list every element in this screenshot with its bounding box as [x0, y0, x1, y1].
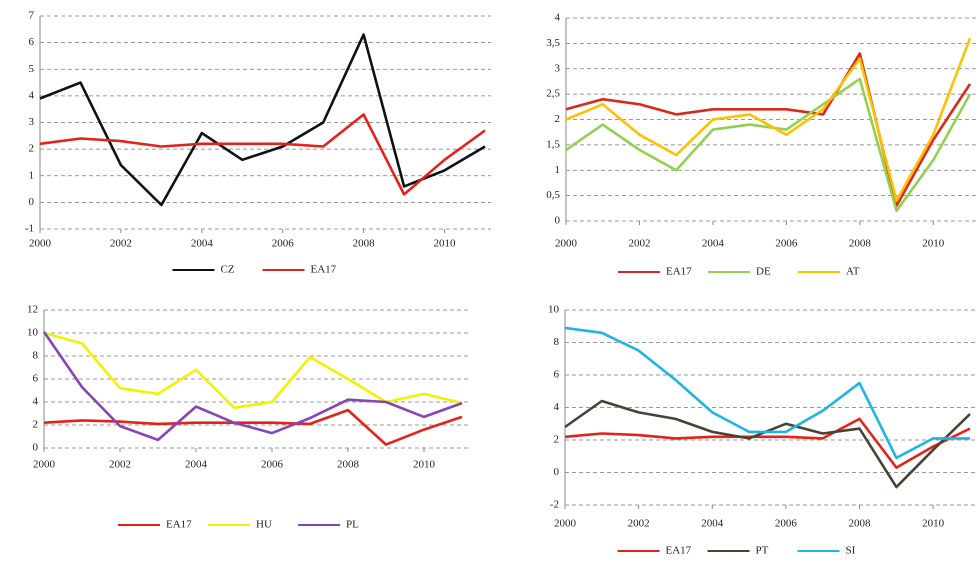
x-tick-label: 2010 [922, 518, 945, 530]
x-tick-label: 2006 [775, 238, 798, 250]
x-tick-label: 2006 [272, 238, 295, 250]
x-tick-label: 2006 [261, 459, 284, 471]
x-tick-label: 2010 [413, 459, 436, 471]
series-line [39, 33, 486, 207]
y-tick-label: 5 [29, 63, 35, 75]
y-tick-label: 10 [27, 327, 39, 339]
y-tick-label: 4 [33, 396, 39, 408]
x-tick-label: 2000 [33, 459, 56, 471]
x-tick-label: 2008 [849, 518, 872, 530]
series-line [564, 399, 971, 489]
y-tick-label: 0 [29, 196, 35, 208]
series-line [565, 77, 972, 213]
x-tick-label: 2010 [922, 238, 945, 250]
series-line [564, 326, 970, 460]
series-line [42, 331, 463, 442]
x-tick-label: 2004 [702, 238, 725, 250]
legend-label: EA17 [166, 519, 192, 531]
legend-label: EA17 [666, 545, 692, 557]
legend-label: DE [756, 266, 771, 278]
y-tick-label: 4 [554, 401, 560, 413]
y-tick-label: 6 [29, 36, 35, 48]
series-line [564, 417, 971, 469]
series-line [43, 331, 463, 410]
y-tick-label: 1,5 [546, 138, 560, 150]
x-tick-label: 2010 [434, 238, 457, 250]
y-tick-label: 2 [554, 434, 560, 446]
legend-label: AT [846, 266, 860, 278]
y-tick-label: -1 [25, 223, 34, 235]
x-tick-label: 2000 [554, 518, 577, 530]
x-tick-label: 2002 [628, 238, 650, 250]
x-tick-label: 2002 [110, 238, 132, 250]
y-tick-label: 2 [29, 143, 35, 155]
legend-label: CZ [221, 264, 235, 276]
legend-label: HU [256, 519, 272, 531]
y-tick-label: 3,5 [546, 37, 560, 49]
y-tick-label: 6 [554, 369, 560, 381]
x-tick-label: 2004 [191, 238, 214, 250]
x-tick-label: 2008 [849, 238, 872, 250]
y-tick-label: 7 [29, 10, 35, 22]
x-tick-label: 2002 [628, 518, 650, 530]
y-tick-label: 2,5 [546, 88, 560, 100]
x-tick-label: 2002 [109, 459, 131, 471]
x-tick-label: 2008 [353, 238, 376, 250]
y-tick-label: 3 [29, 116, 35, 128]
y-tick-label: 4 [29, 89, 35, 101]
x-tick-label: 2008 [337, 459, 360, 471]
legend-label: EA17 [666, 266, 692, 278]
y-tick-label: 1 [555, 164, 561, 176]
y-tick-label: 1 [29, 169, 35, 181]
y-tick-label: 0 [33, 442, 39, 454]
y-tick-label: 2 [555, 113, 561, 125]
series-line [39, 113, 486, 196]
y-tick-label: 3 [555, 62, 561, 74]
y-tick-label: -2 [550, 499, 559, 511]
y-tick-label: 0,5 [546, 189, 560, 201]
legend-label: PT [756, 545, 769, 557]
y-tick-label: 8 [554, 336, 560, 348]
x-tick-label: 2006 [775, 518, 798, 530]
y-tick-label: 8 [33, 350, 39, 362]
legend-label: PL [346, 519, 359, 531]
y-tick-label: 2 [33, 419, 39, 431]
y-tick-label: 12 [27, 304, 38, 316]
y-tick-label: 10 [548, 304, 560, 316]
series-line [565, 37, 972, 202]
y-tick-label: 0 [554, 466, 560, 478]
x-tick-label: 2000 [555, 238, 578, 250]
y-tick-label: 6 [33, 373, 39, 385]
y-tick-label: 4 [555, 12, 561, 24]
legend-label: EA17 [311, 264, 337, 276]
x-tick-label: 2004 [701, 518, 724, 530]
y-tick-label: 0 [555, 215, 561, 227]
x-tick-label: 2000 [29, 238, 52, 250]
legend-label: SI [846, 545, 856, 557]
series-line [565, 52, 972, 208]
x-tick-label: 2004 [185, 459, 208, 471]
